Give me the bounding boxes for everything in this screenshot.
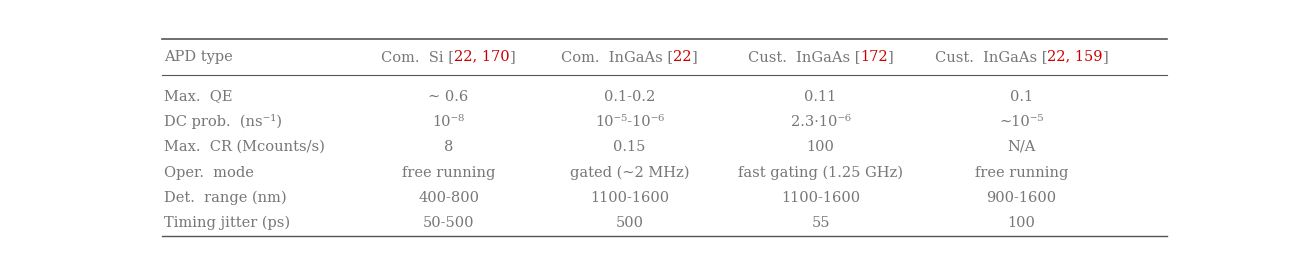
Text: 22: 22 (673, 50, 693, 64)
Text: ]: ] (1102, 50, 1109, 64)
Text: ]: ] (510, 50, 516, 64)
Text: 10⁻⁵-10⁻⁶: 10⁻⁵-10⁻⁶ (595, 115, 664, 129)
Text: 0.15: 0.15 (613, 140, 646, 154)
Text: Com.  Si [: Com. Si [ (381, 50, 454, 64)
Text: free running: free running (975, 166, 1069, 180)
Text: Det.  range (nm): Det. range (nm) (165, 191, 287, 205)
Text: 1100-1600: 1100-1600 (590, 191, 669, 205)
Text: Timing jitter (ps): Timing jitter (ps) (165, 216, 291, 230)
Text: 50-500: 50-500 (423, 216, 475, 230)
Text: 55: 55 (811, 216, 830, 230)
Text: Com.  InGaAs [: Com. InGaAs [ (562, 50, 673, 64)
Text: 8: 8 (444, 140, 453, 154)
Text: gated (∼2 MHz): gated (∼2 MHz) (569, 166, 689, 180)
Text: 10⁻⁸: 10⁻⁸ (432, 115, 464, 129)
Text: 400-800: 400-800 (418, 191, 479, 205)
Text: 900-1600: 900-1600 (987, 191, 1057, 205)
Text: ]: ] (887, 50, 894, 64)
Text: Max.  CR (Mcounts/s): Max. CR (Mcounts/s) (165, 140, 326, 154)
Text: N/A: N/A (1008, 140, 1036, 154)
Text: 100: 100 (1008, 216, 1035, 230)
Text: 0.1: 0.1 (1010, 89, 1034, 104)
Text: ∼10⁻⁵: ∼10⁻⁵ (999, 115, 1044, 129)
Text: free running: free running (402, 166, 495, 180)
Text: 500: 500 (616, 216, 643, 230)
Text: 100: 100 (807, 140, 834, 154)
Text: 22, 170: 22, 170 (454, 50, 510, 64)
Text: 0.1-0.2: 0.1-0.2 (604, 89, 655, 104)
Text: ∼ 0.6: ∼ 0.6 (428, 89, 468, 104)
Text: APD type: APD type (165, 50, 233, 64)
Text: Cust.  InGaAs [: Cust. InGaAs [ (747, 50, 860, 64)
Text: 1100-1600: 1100-1600 (781, 191, 860, 205)
Text: fast gating (1.25 GHz): fast gating (1.25 GHz) (738, 166, 903, 180)
Text: DC prob.  (ns⁻¹): DC prob. (ns⁻¹) (165, 114, 283, 129)
Text: 0.11: 0.11 (804, 89, 837, 104)
Text: 2.3·10⁻⁶: 2.3·10⁻⁶ (791, 115, 851, 129)
Text: Max.  QE: Max. QE (165, 89, 232, 104)
Text: 22, 159: 22, 159 (1047, 50, 1102, 64)
Text: Cust.  InGaAs [: Cust. InGaAs [ (935, 50, 1047, 64)
Text: ]: ] (693, 50, 698, 64)
Text: 172: 172 (860, 50, 887, 64)
Text: Oper.  mode: Oper. mode (165, 166, 254, 180)
